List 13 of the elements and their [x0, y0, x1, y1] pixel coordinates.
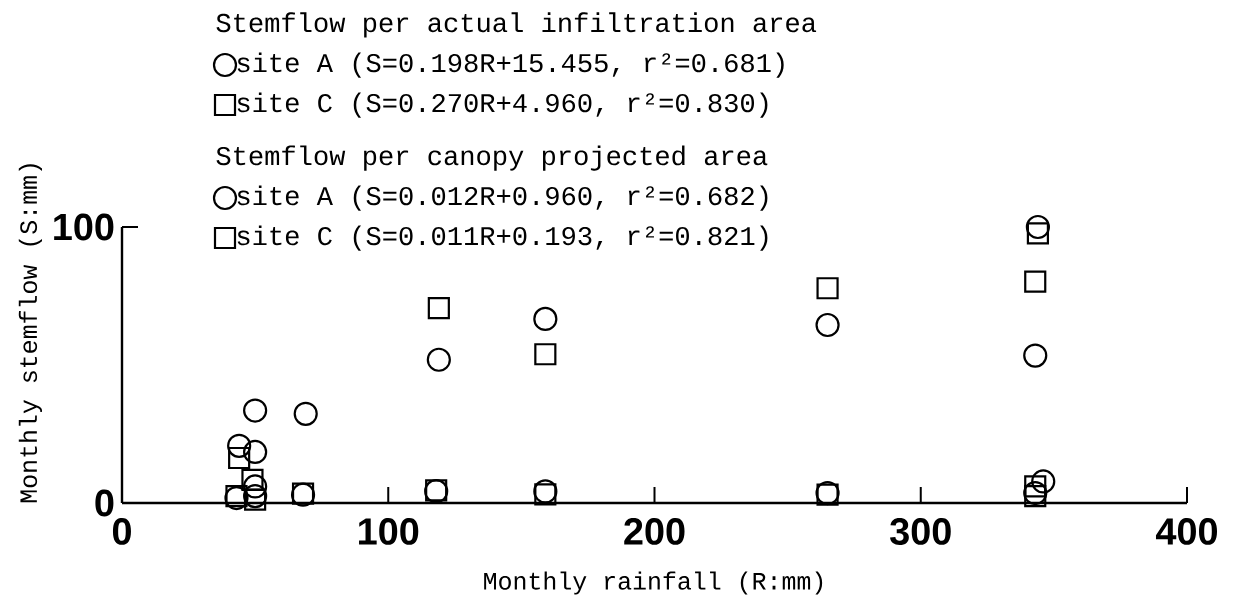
legend-label: site C (S=0.011R+0.193, r²=0.821) — [237, 225, 768, 251]
legend-label: site A (S=0.012R+0.960, r²=0.682) — [237, 185, 768, 211]
y-axis-title: Monthly stemflow (S:mm) — [18, 164, 43, 503]
legend-label: site A (S=0.198R+15.455, r²=0.681) — [237, 52, 784, 78]
text: Stemflow per canopy projected area — [216, 145, 768, 171]
text: Stemflow per actual infiltration area — [216, 12, 817, 38]
x-tick-label: 0 — [112, 518, 131, 545]
legend-label: site C (S=0.270R+4.960, r²=0.830) — [237, 92, 768, 118]
x-tick-label: 400 — [1155, 518, 1218, 545]
x-axis-title: Monthly rainfall (R:mm) — [484, 571, 823, 595]
x-tick-label: 100 — [359, 518, 419, 545]
x-tick-label: 300 — [890, 518, 951, 545]
x-tick-label: 200 — [624, 518, 685, 545]
